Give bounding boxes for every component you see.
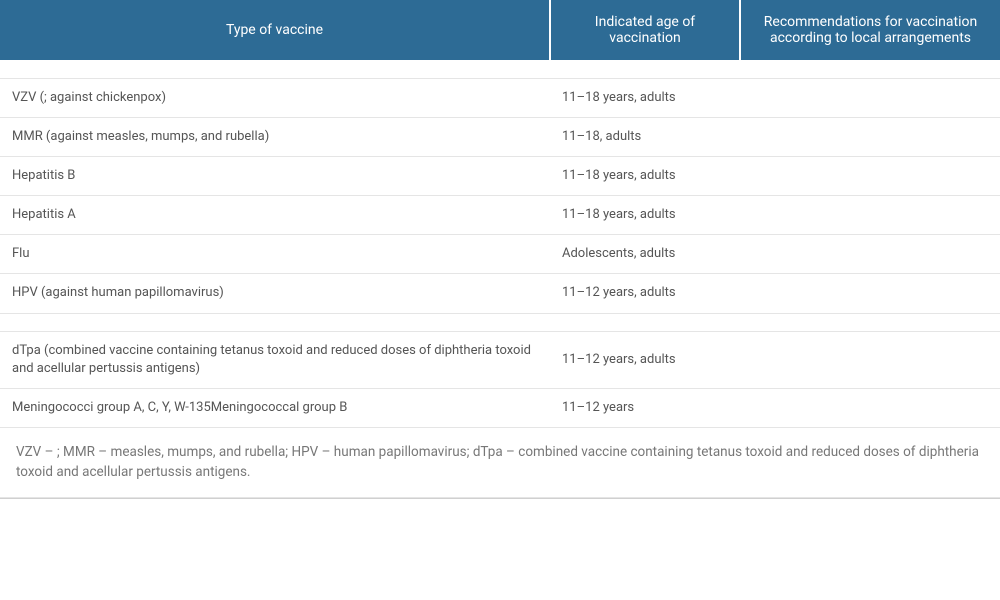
col-header-age: Indicated age of vaccination [550,0,740,60]
cell-age: 11–18 years, adults [550,156,740,195]
cell-type: MMR (against measles, mumps, and rubella… [0,117,550,156]
table-row: MMR (against measles, mumps, and rubella… [0,117,1000,156]
cell-rec [740,196,1000,235]
table-row: HPV (against human papillomavirus) 11–12… [0,274,1000,313]
col-header-rec: Recommendations for vaccination accordin… [740,0,1000,60]
cell-type: dTpa (combined vaccine containing tetanu… [0,331,550,388]
cell-rec [740,235,1000,274]
table-row: VZV (; against chickenpox) 11–18 years, … [0,78,1000,117]
table-row: Hepatitis A 11–18 years, adults [0,196,1000,235]
cell-age: 11–18 years, adults [550,78,740,117]
cell-type: Meningococci group A, C, Y, W-135Meningo… [0,389,550,428]
cell-type: HPV (against human papillomavirus) [0,274,550,313]
cell-age: 11–12 years, adults [550,274,740,313]
col-header-type: Type of vaccine [0,0,550,60]
group-spacer [0,313,1000,331]
cell-type: VZV (; against chickenpox) [0,78,550,117]
cell-age: 11–18, adults [550,117,740,156]
cell-rec [740,389,1000,428]
cell-rec [740,331,1000,388]
table-body: VZV (; against chickenpox) 11–18 years, … [0,60,1000,498]
cell-rec [740,117,1000,156]
table-row: Meningococci group A, C, Y, W-135Meningo… [0,389,1000,428]
table-row: Hepatitis B 11–18 years, adults [0,156,1000,195]
cell-rec [740,274,1000,313]
table-footnote: VZV – ; MMR – measles, mumps, and rubell… [0,428,1000,498]
cell-type: Hepatitis B [0,156,550,195]
cell-age: 11–18 years, adults [550,196,740,235]
group-spacer [0,60,1000,78]
cell-type: Hepatitis A [0,196,550,235]
table-end-rule [0,497,1000,498]
cell-age: Adolescents, adults [550,235,740,274]
cell-rec [740,78,1000,117]
vaccine-table: Type of vaccine Indicated age of vaccina… [0,0,1000,499]
cell-rec [740,156,1000,195]
cell-type: Flu [0,235,550,274]
cell-age: 11–12 years, adults [550,331,740,388]
footnote-text: VZV – ; MMR – measles, mumps, and rubell… [0,428,1000,498]
table-head: Type of vaccine Indicated age of vaccina… [0,0,1000,60]
cell-age: 11–12 years [550,389,740,428]
table-row: dTpa (combined vaccine containing tetanu… [0,331,1000,388]
table-row: Flu Adolescents, adults [0,235,1000,274]
